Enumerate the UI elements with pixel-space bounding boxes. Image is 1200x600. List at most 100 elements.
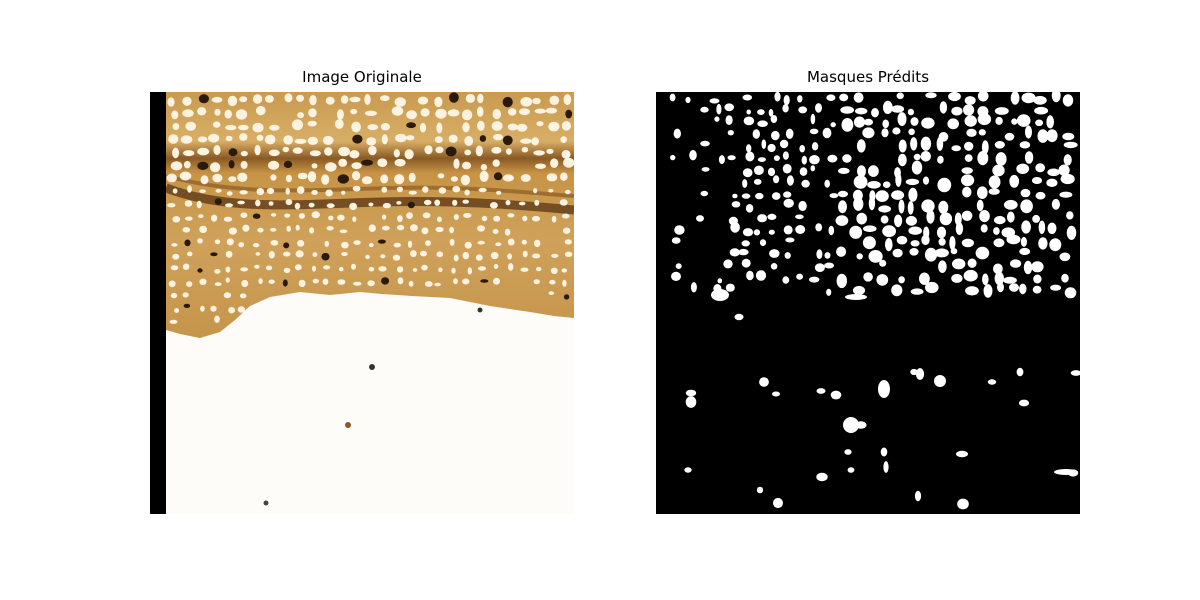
cell-lumen [381,214,387,220]
cell-lumen [187,185,192,193]
cell-lumen [564,189,571,195]
cell-lumen [464,149,472,156]
cell-lumen [366,137,377,146]
cell-lumen [198,94,209,104]
mask-blob [856,212,867,225]
mask-blob [797,95,803,103]
cell-lumen [297,240,305,247]
mask-blob [796,273,803,280]
mask-blob [769,249,780,258]
mask-blob [711,289,729,301]
mask-blob [878,380,890,398]
mask-blob [785,237,795,243]
mask-blob [880,215,889,224]
mask-blob [810,113,816,125]
mask-blob [847,467,855,473]
cell-lumen [285,187,290,195]
cell-lumen [264,95,274,103]
mask-blob [896,92,904,100]
mask-blob [785,128,794,139]
cell-lumen [352,216,357,222]
mask-blob [1059,252,1071,262]
cell-lumen [183,150,195,157]
mask-blob [1003,199,1018,210]
mask-blob [743,116,755,126]
cell-lumen [239,133,248,141]
cell-lumen [391,106,404,116]
dark-growth-band [164,183,574,215]
mask-blob [964,154,973,162]
cell-lumen [507,238,515,246]
mask-blob [881,128,889,138]
cell-lumen [407,240,413,248]
cell-lumen [268,201,274,206]
cell-lumen [436,251,444,258]
cell-lumen [462,251,470,260]
cell-lumen [182,263,190,270]
cell-lumen [214,269,221,274]
mask-blob [981,140,989,154]
cell-lumen [228,176,237,182]
mask-blob [949,236,956,250]
mask-blob [669,93,676,102]
cell-lumen [492,159,500,167]
cell-lumen [197,161,209,170]
cell-lumen [200,305,205,312]
cell-lumen [449,92,459,103]
cell-lumen [491,121,503,131]
mask-blob [897,112,907,127]
mask-blob [770,115,778,123]
mask-blob [768,229,775,235]
mask-blob [1049,238,1062,252]
mask-blob [1037,129,1049,143]
cell-lumen [546,173,558,182]
debris-spot [477,307,483,313]
cell-lumen [210,305,217,312]
mask-blob [875,190,889,202]
cell-lumen [239,96,248,103]
mask-blob [696,215,704,222]
cell-lumen [197,107,207,116]
mask-blob [782,104,789,113]
cell-lumen [240,212,248,218]
cell-lumen [283,242,290,249]
mask-blob [768,109,774,117]
cell-lumen [325,189,333,197]
mask-blob [1038,220,1046,234]
cell-lumen [183,161,191,169]
mask-blob [1009,283,1019,292]
mask-blob [876,274,889,286]
mask-blob [955,222,964,236]
cell-lumen [336,109,344,120]
mask-blob [862,127,875,139]
cell-lumen [477,225,485,232]
predicted-masks-title: Masques Prédits [806,68,930,86]
mask-blobs [669,92,1080,510]
mask-blob [849,225,863,239]
cell-lumen [536,121,544,127]
mask-blob [723,259,733,269]
mask-blob [910,240,920,247]
mask-blob [853,175,868,189]
mask-blob [892,127,901,135]
debris-spot [345,422,351,428]
cell-lumen [283,267,291,273]
cell-lumen [254,264,260,269]
cell-lumen [492,229,499,234]
mask-blob [1004,132,1015,141]
mask-blob [921,234,930,246]
cell-lumen [462,122,470,133]
mask-blob [987,379,997,385]
mask-blob [709,98,720,104]
cell-lumen [520,97,533,107]
mask-blob [1033,274,1042,284]
cell-lumen [340,95,349,104]
mask-blob [1021,92,1036,104]
cell-lumen [214,282,222,286]
cell-lumen [311,190,318,195]
mask-blob [882,181,891,188]
cell-lumen [508,263,514,271]
cell-lumen [534,239,541,248]
cell-lumen [268,251,275,259]
mask-blob [1023,260,1033,275]
